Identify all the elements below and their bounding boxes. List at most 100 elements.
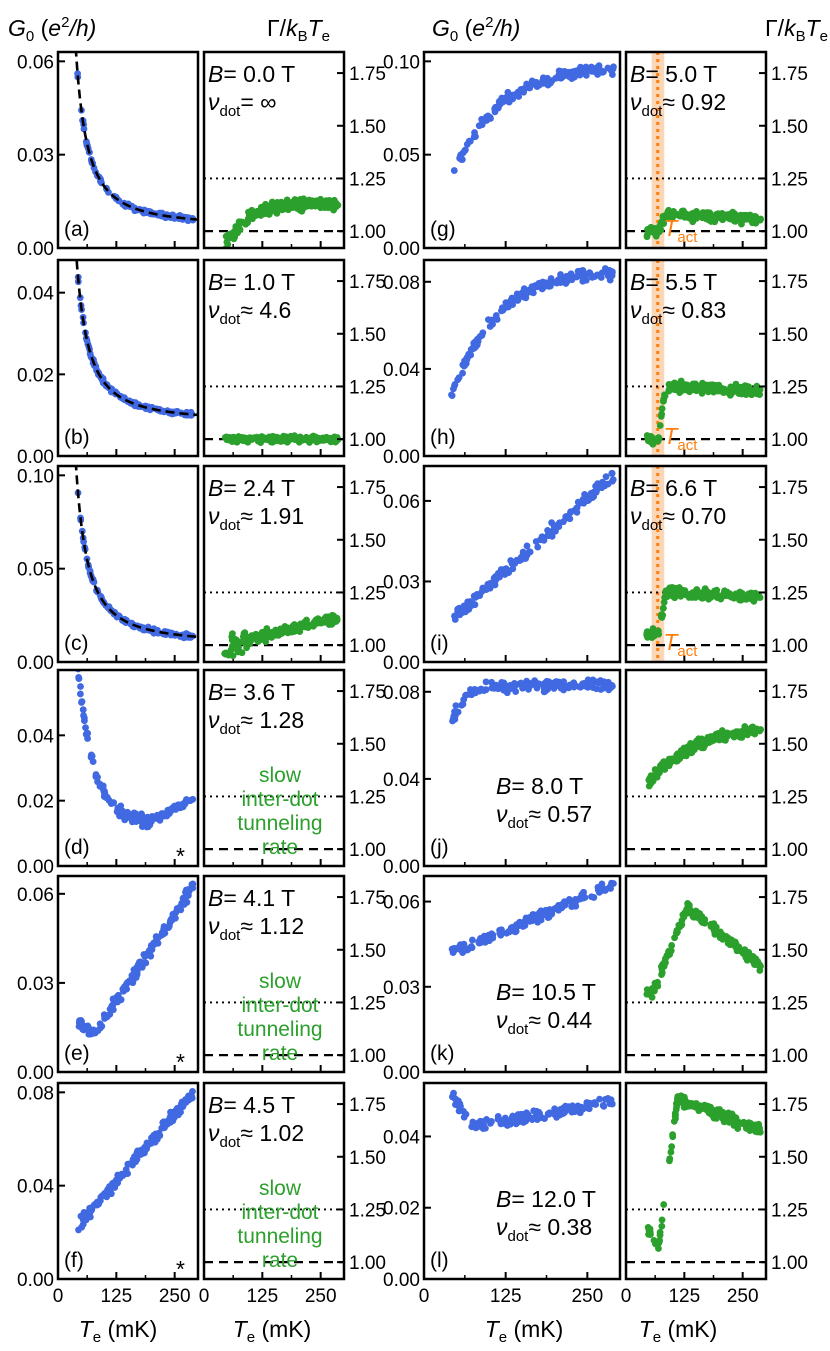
g-tick-label: 0.00: [383, 1270, 420, 1291]
g-point: [598, 880, 606, 888]
g-point: [168, 806, 176, 814]
g-series: [448, 1089, 616, 1132]
gamma-point: [703, 588, 711, 596]
g-point: [117, 996, 125, 1004]
g-point: [80, 717, 88, 725]
gamma-point: [699, 740, 706, 748]
x-tick-label: 125: [668, 1286, 700, 1307]
g-point: [176, 903, 184, 911]
gamma-tick-label: 1.75: [349, 272, 386, 293]
gamma-point: [286, 436, 293, 444]
g-point: [109, 799, 117, 807]
g-series: [451, 469, 617, 623]
g-point: [566, 897, 573, 904]
panel-label: (g): [430, 218, 456, 241]
g-point: [567, 508, 575, 516]
gamma-point: [649, 436, 657, 444]
g-point: [77, 1020, 85, 1028]
g-tick-label: 0.04: [17, 726, 54, 747]
gamma-tick-label: 1.00: [771, 222, 808, 243]
panel-label: (j): [430, 836, 449, 859]
tact-sub: act: [677, 229, 698, 246]
gamma-point: [643, 990, 651, 998]
g-point: [525, 917, 533, 925]
gamma-point: [333, 201, 341, 209]
g-point: [513, 556, 521, 564]
g-point: [459, 369, 466, 377]
g-point: [532, 538, 540, 545]
gamma-tick-label: 1.00: [771, 430, 808, 451]
nu-label: νdot≈ 0.57: [496, 801, 592, 832]
g-point: [158, 929, 166, 937]
fit-line: [74, 52, 198, 221]
gamma-point: [255, 633, 263, 641]
g-point: [489, 934, 497, 942]
gamma-point: [223, 433, 230, 441]
nu-value: ≈ 0.44: [528, 1007, 592, 1033]
gamma-point: [299, 623, 307, 630]
gamma-point: [658, 971, 665, 978]
gamma-point: [665, 209, 673, 217]
gamma-point: [723, 729, 731, 737]
panel-d: 0.00 0.02 0.04 (d) * 1.00 1.25 1.50 1.75 B= 3.6 T…: [17, 668, 386, 878]
g-point: [589, 676, 597, 684]
g-point: [463, 356, 471, 364]
g-point: [80, 712, 87, 719]
g-point: [131, 1153, 138, 1160]
g-point: [88, 752, 96, 760]
g-point: [460, 1113, 468, 1121]
gamma-point: [732, 590, 740, 598]
b-field-label: B= 1.0 T: [208, 269, 295, 295]
g-point: [494, 1115, 502, 1123]
g-point: [77, 690, 84, 698]
gamma-point: [742, 1124, 750, 1132]
g-point: [553, 904, 560, 912]
gamma-point: [756, 967, 764, 974]
gamma-point: [664, 952, 672, 959]
gamma-tick-label: 1.25: [771, 993, 808, 1014]
g-point: [590, 493, 598, 500]
g-point: [502, 567, 509, 574]
gamma-point: [222, 249, 229, 256]
gamma-point: [659, 611, 667, 619]
g-point: [531, 913, 538, 921]
slow-rate-note: slow: [259, 1177, 302, 1200]
gamma-point: [719, 216, 727, 224]
slow-rate-note: inter-dot: [241, 994, 318, 1017]
gamma-point: [711, 732, 719, 740]
gamma-point: [258, 208, 265, 216]
gamma-point: [279, 202, 287, 210]
fit-line: [74, 466, 198, 639]
gamma-tick-label: 1.50: [349, 735, 386, 756]
star-marker: *: [176, 843, 185, 869]
g-point: [542, 906, 550, 914]
nu-value: ≈ 0.38: [528, 1214, 592, 1240]
slow-rate-note: rate: [262, 836, 298, 859]
x-tick-label: 250: [727, 1286, 759, 1307]
b-symbol: B: [208, 679, 223, 705]
gamma-point: [304, 435, 312, 443]
g-point: [99, 782, 107, 790]
gamma-series: [643, 377, 764, 448]
nu-sub: dot: [642, 103, 664, 120]
gamma-tick-label: 1.00: [349, 1253, 386, 1274]
g-point: [153, 811, 161, 819]
nu-symbol: ν: [496, 1214, 508, 1240]
g-tick-label: 0.00: [17, 857, 54, 878]
b-field-label: B= 10.5 T: [496, 979, 596, 1005]
gamma-frame: [624, 668, 768, 868]
gamma-point: [227, 234, 235, 242]
g-frame: [56, 258, 200, 458]
gamma-tick-label: 1.50: [349, 325, 386, 346]
gamma-point: [284, 629, 292, 637]
g-point: [492, 573, 500, 580]
g-point: [85, 564, 93, 571]
panel-label: (h): [430, 426, 456, 449]
gamma-point: [668, 591, 676, 599]
nu-label: νdot≈ 0.38: [496, 1214, 592, 1245]
g-point: [152, 1130, 160, 1138]
g-tick-label: 0.00: [17, 653, 54, 674]
gamma-point: [223, 238, 231, 246]
g-point: [126, 1160, 133, 1168]
gamma-point: [661, 957, 669, 965]
